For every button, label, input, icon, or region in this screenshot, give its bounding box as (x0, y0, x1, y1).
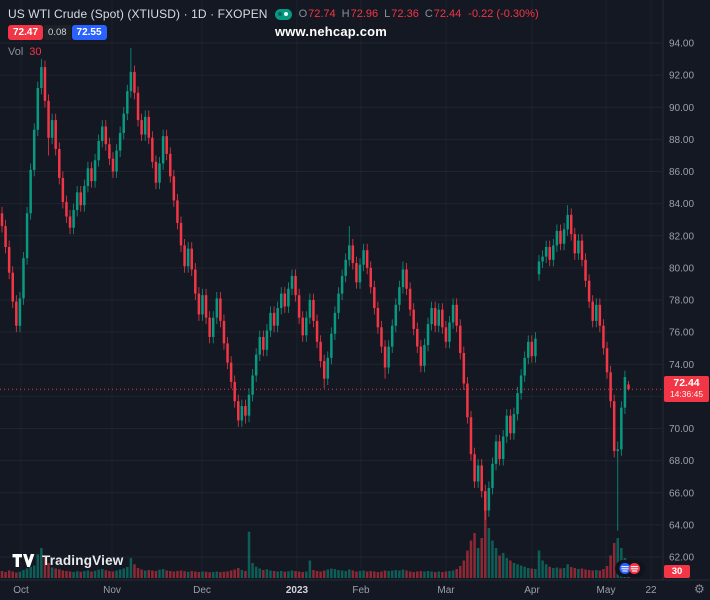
last-price-tag: 72.44 14:36:45 (664, 376, 709, 402)
low-value: 72.36 (391, 8, 419, 20)
volume-axis-tag: 30 (664, 565, 690, 578)
open-value: 72.74 (308, 8, 336, 20)
high-value: 72.96 (350, 8, 379, 20)
last-price-value: 72.44 (673, 377, 700, 389)
ohlc-readout: O72.74 H72.96 L72.36 C72.44 -0.22 (-0.30… (299, 8, 539, 20)
sell-button[interactable]: 72.47 (8, 25, 44, 40)
tradingview-logo-text: TradingView (42, 553, 124, 568)
svg-text:66.00: 66.00 (669, 488, 694, 499)
svg-text:94.00: 94.00 (669, 39, 694, 50)
change-value: -0.22 (-0.30%) (468, 8, 539, 20)
svg-text:92.00: 92.00 (669, 71, 694, 82)
svg-text:80.00: 80.00 (669, 263, 694, 274)
countdown-timer: 14:36:45 (669, 389, 704, 399)
svg-text:78.00: 78.00 (669, 296, 694, 307)
volume-legend[interactable]: Vol 30 (8, 46, 42, 58)
symbol-title[interactable]: US WTI Crude (Spot) (XTIUSD) · 1D · FXOP… (8, 7, 268, 21)
tradingview-logo-icon (12, 554, 35, 567)
tradingview-logo[interactable]: TradingView (12, 553, 123, 568)
close-label: C (424, 8, 433, 20)
svg-text:74.00: 74.00 (669, 360, 694, 371)
svg-text:68.00: 68.00 (669, 456, 694, 467)
svg-text:Dec: Dec (193, 585, 211, 596)
svg-text:64.00: 64.00 (669, 520, 694, 531)
svg-text:76.00: 76.00 (669, 328, 694, 339)
overlapping-circles-icon (619, 563, 640, 574)
svg-text:Feb: Feb (352, 585, 370, 596)
time-axis[interactable] (0, 580, 710, 600)
buy-button[interactable]: 72.55 (71, 25, 107, 40)
volume-label: Vol (8, 46, 24, 58)
economic-events-badge[interactable] (615, 560, 645, 577)
price-axis[interactable] (663, 0, 710, 580)
svg-text:70.00: 70.00 (669, 424, 694, 435)
svg-text:22: 22 (645, 585, 657, 596)
svg-text:Mar: Mar (437, 585, 455, 596)
svg-text:62.00: 62.00 (669, 553, 694, 564)
svg-text:88.00: 88.00 (669, 135, 694, 146)
svg-text:90.00: 90.00 (669, 103, 694, 114)
open-label: O (298, 8, 308, 20)
svg-text:86.00: 86.00 (669, 167, 694, 178)
market-status-icon[interactable] (274, 8, 292, 20)
svg-text:Nov: Nov (103, 585, 121, 596)
svg-text:Oct: Oct (13, 585, 29, 596)
volume-value: 30 (29, 46, 42, 58)
high-label: H (341, 8, 350, 20)
low-label: L (384, 8, 391, 20)
axis-settings-gear-icon[interactable]: ⚙ (694, 582, 705, 596)
svg-text:2023: 2023 (286, 585, 309, 596)
spread-value: 0.08 (44, 25, 71, 40)
svg-text:May: May (597, 585, 616, 596)
close-value: 72.44 (433, 8, 462, 20)
svg-text:82.00: 82.00 (669, 231, 694, 242)
svg-text:Apr: Apr (524, 585, 540, 596)
watermark: www.nehcap.com (274, 24, 388, 39)
svg-text:84.00: 84.00 (669, 199, 694, 210)
